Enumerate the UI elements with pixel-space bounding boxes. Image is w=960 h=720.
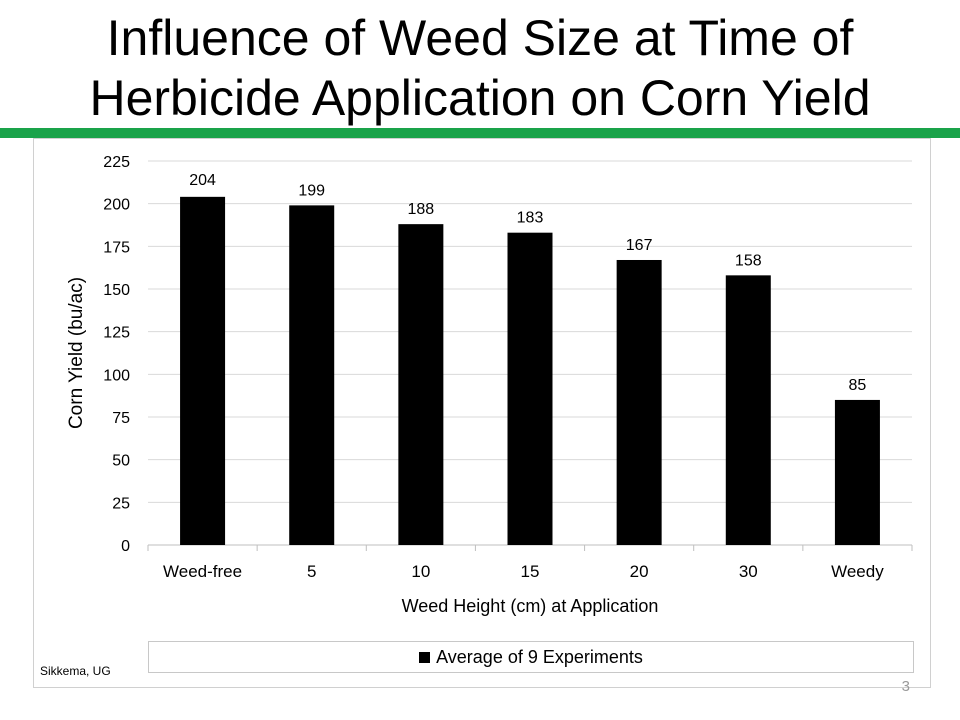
- x-tick-label: Weedy: [831, 562, 884, 581]
- legend-swatch: [419, 651, 431, 663]
- slide-title-line-2: Herbicide Application on Corn Yield: [89, 70, 871, 126]
- y-tick-label: 50: [112, 453, 130, 470]
- source-note: Sikkema, UG: [40, 664, 111, 678]
- y-tick-label: 175: [103, 239, 130, 256]
- y-tick-label: 25: [112, 495, 130, 512]
- bar: [725, 275, 771, 545]
- data-label: 188: [408, 201, 435, 218]
- data-label: 85: [849, 377, 867, 394]
- y-tick-label: 200: [103, 197, 130, 214]
- x-tick-label: 5: [307, 562, 316, 581]
- y-tick-label: 75: [112, 410, 130, 427]
- y-tick-label: 125: [103, 325, 130, 342]
- y-tick-label: 0: [121, 538, 130, 555]
- bar: [398, 224, 444, 545]
- slide-title: Influence of Weed Size at Time of Herbic…: [0, 8, 960, 128]
- title-divider: [0, 128, 960, 138]
- data-label: 204: [189, 172, 216, 189]
- data-label: 183: [517, 210, 544, 227]
- data-label: 158: [735, 252, 762, 269]
- legend-label: Average of 9 Experiments: [436, 646, 643, 667]
- bar: [289, 205, 335, 545]
- x-tick-label: 10: [411, 562, 430, 581]
- y-tick-label: 100: [103, 367, 130, 384]
- x-tick-label: 30: [739, 562, 758, 581]
- x-axis-title: Weed Height (cm) at Application: [402, 596, 659, 616]
- x-tick-label: Weed-free: [163, 562, 242, 581]
- slide-number: 3: [901, 678, 910, 695]
- bar: [507, 232, 553, 545]
- bar: [834, 399, 880, 545]
- bar: [616, 259, 662, 545]
- slide-title-line-1: Influence of Weed Size at Time of: [106, 10, 854, 66]
- y-tick-label: 225: [103, 154, 130, 171]
- x-tick-label: 15: [521, 562, 540, 581]
- x-tick-label: 20: [630, 562, 649, 581]
- data-label: 199: [298, 182, 325, 199]
- y-axis-title: Corn Yield (bu/ac): [66, 277, 87, 429]
- y-tick-label: 150: [103, 282, 130, 299]
- chart-legend: Average of 9 Experiments: [148, 641, 914, 673]
- bar: [180, 196, 226, 545]
- data-label: 167: [626, 237, 653, 254]
